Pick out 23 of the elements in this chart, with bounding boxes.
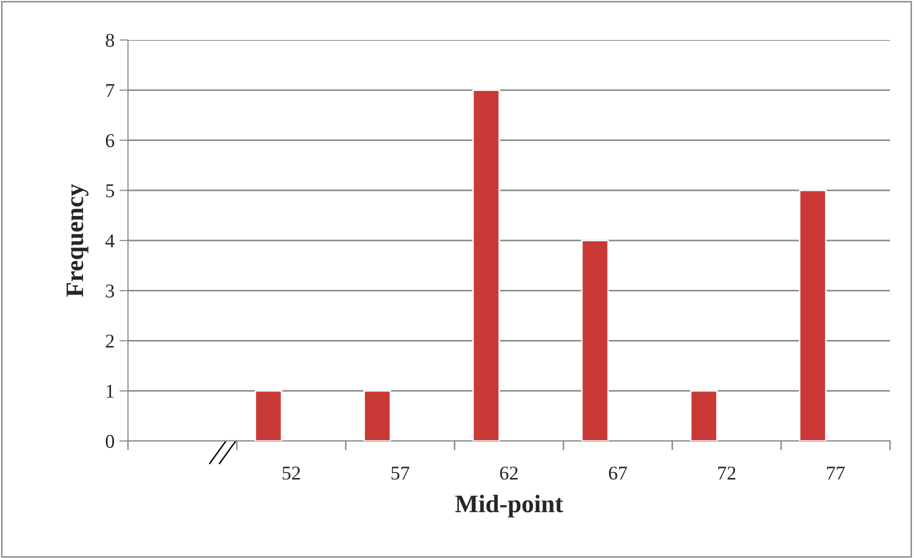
bar — [472, 89, 500, 441]
y-axis-title: Frequency — [66, 184, 88, 297]
bar — [690, 390, 718, 441]
y-tick-label: 4 — [105, 234, 114, 248]
y-tick-label: 2 — [106, 334, 114, 348]
x-tick-label: 67 — [608, 466, 628, 480]
y-tick-label: 1 — [106, 384, 114, 398]
x-tick-label: 57 — [392, 466, 410, 480]
x-tick-label: 52 — [282, 466, 300, 480]
bar — [581, 240, 609, 441]
bar — [364, 390, 392, 441]
x-tick-label: 62 — [500, 466, 518, 480]
y-tick-label: 5 — [106, 184, 114, 198]
y-tick-label: 3 — [106, 284, 114, 298]
x-axis-title: Mid-point — [455, 494, 564, 518]
x-tick-label: 72 — [718, 466, 736, 480]
y-tick-label: 0 — [106, 434, 114, 448]
x-tick-label: 77 — [827, 466, 845, 480]
y-tick-label: 8 — [106, 34, 114, 47]
bar — [254, 390, 282, 441]
y-tick-label: 6 — [106, 134, 114, 148]
bar — [798, 190, 826, 441]
y-tick-label: 7 — [106, 84, 114, 97]
